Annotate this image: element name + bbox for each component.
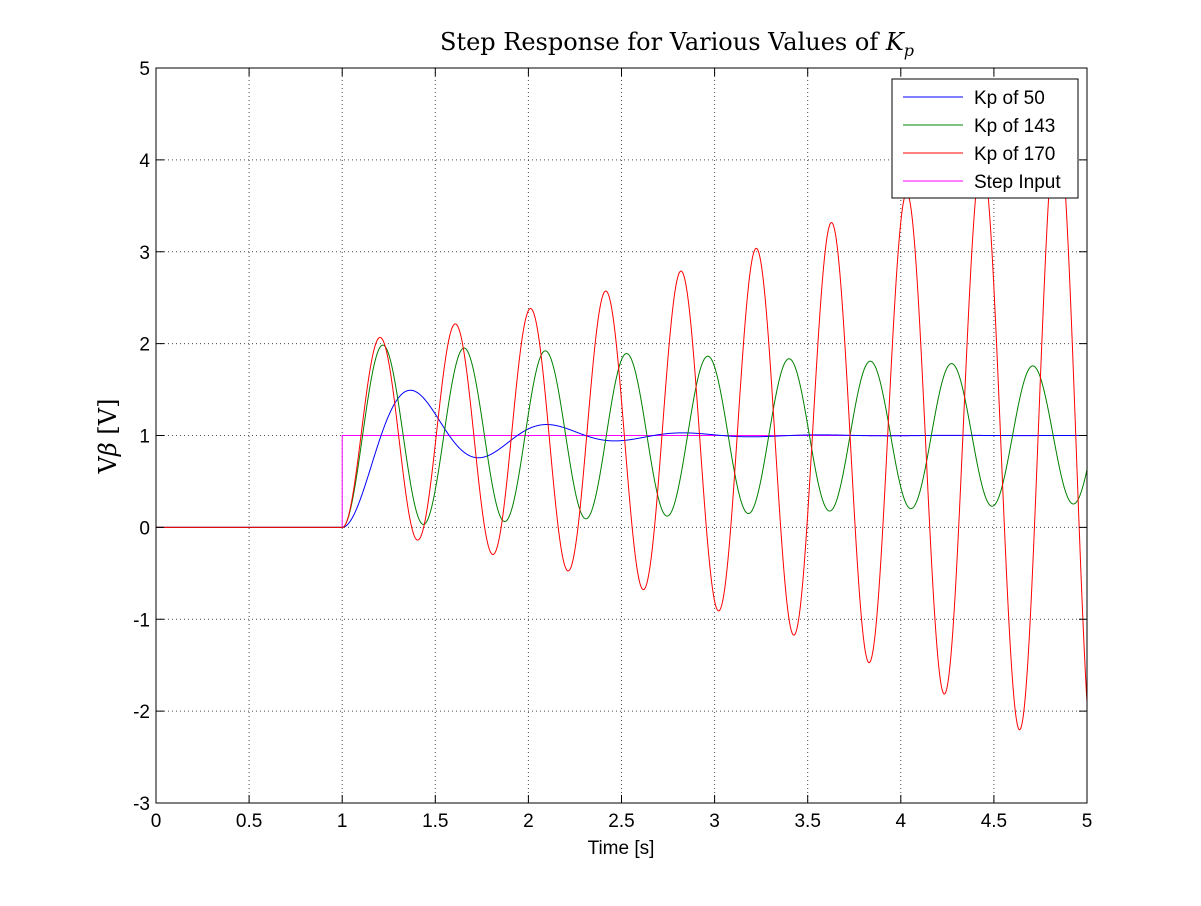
x-tick-label: 0 xyxy=(151,811,162,832)
tick-labels: 0 0.5 1 1.5 2 2.5 3 3.5 4 4.5 5 -3 -2 -1 0 1 2 3 4 5 xyxy=(133,59,1092,832)
x-tick-label: 3.5 xyxy=(794,811,820,832)
chart-title-subscript: p xyxy=(904,41,914,60)
x-tick-label: 2.5 xyxy=(608,811,634,832)
y-tick-label: 0 xyxy=(139,518,150,539)
legend-box xyxy=(891,78,1079,199)
legend-label-kp-of-170: Kp of 170 xyxy=(974,144,1055,165)
y-tick-label: 1 xyxy=(139,427,150,448)
grid-lines xyxy=(156,68,1087,803)
legend-label-kp-of-143: Kp of 143 xyxy=(974,116,1055,137)
y-tick-label: -3 xyxy=(133,794,150,815)
y-axis-label: Vβ [V] xyxy=(94,399,122,475)
y-tick-label: -1 xyxy=(133,610,150,631)
y-axis-label-suffix: [V] xyxy=(94,399,122,443)
x-axis-label: Time [s] xyxy=(588,838,655,859)
x-tick-label: 4.5 xyxy=(981,811,1007,832)
x-tick-label: 3 xyxy=(709,811,720,832)
y-tick-label: 2 xyxy=(139,335,150,356)
x-tick-label: 0.5 xyxy=(236,811,262,832)
y-tick-label: 4 xyxy=(139,151,150,172)
legend: Kp of 50 Kp of 143 Kp of 170 Step Input xyxy=(891,78,1079,199)
chart-title: Step Response for Various Values of Kp xyxy=(440,28,914,60)
legend-items: Kp of 50 Kp of 143 Kp of 170 Step Input xyxy=(903,88,1061,193)
x-tick-label: 1 xyxy=(337,811,348,832)
x-tick-label: 4 xyxy=(896,811,907,832)
y-tick-label: 5 xyxy=(139,59,150,80)
legend-label-step-input: Step Input xyxy=(974,172,1061,193)
chart-title-text: Step Response for Various Values of xyxy=(440,28,886,56)
series-line-kp-of-170 xyxy=(156,121,1087,731)
x-tick-label: 1.5 xyxy=(422,811,448,832)
y-axis-label-prefix: V xyxy=(94,455,122,474)
series-layer xyxy=(156,121,1087,731)
x-tick-label: 5 xyxy=(1082,811,1093,832)
y-axis-label-symbol: β xyxy=(94,442,122,457)
chart-title-symbol: K xyxy=(885,28,906,56)
legend-label-kp-of-50: Kp of 50 xyxy=(974,88,1045,109)
tick-marks xyxy=(155,67,1088,804)
x-tick-label: 2 xyxy=(523,811,534,832)
y-tick-label: 3 xyxy=(139,243,150,264)
y-tick-label: -2 xyxy=(133,702,150,723)
